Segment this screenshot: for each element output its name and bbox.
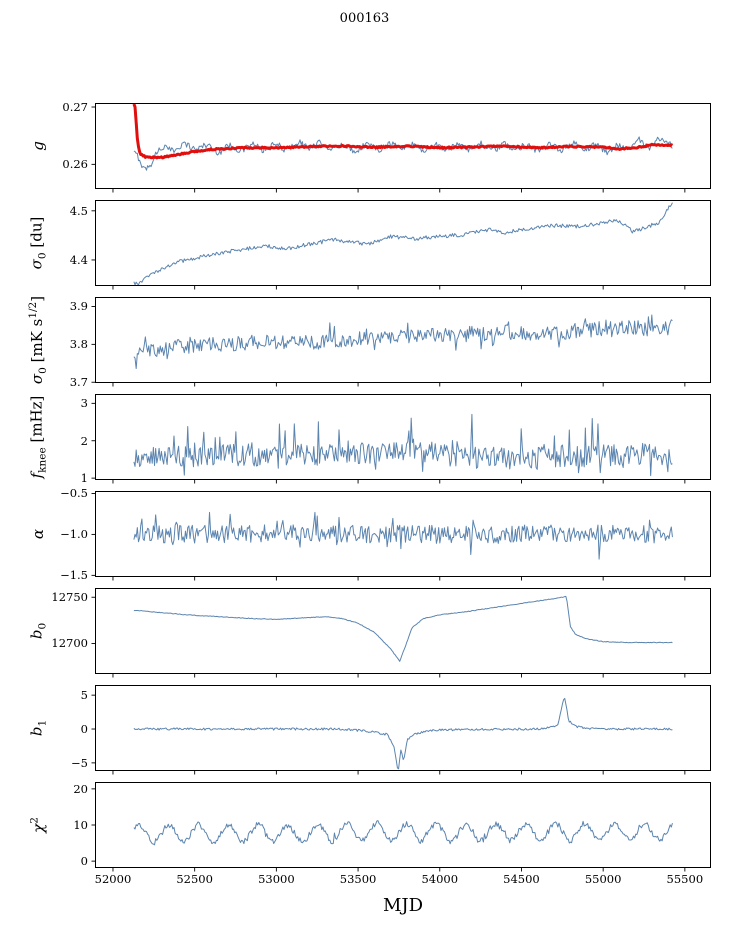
axes-frame (95, 297, 711, 383)
y-tick-label: 0 (80, 854, 88, 869)
x-tick-label: 55500 (666, 872, 704, 886)
x-tick-label: 52000 (94, 872, 132, 886)
y-axis-label-part: [du] (27, 216, 46, 253)
y-axis-label-part: 0 (37, 367, 49, 374)
axes-frame (95, 782, 711, 868)
y-tick-label: −1.0 (60, 527, 88, 542)
chart-title: 000163 (339, 11, 390, 26)
panel-b0: b0 12700 12750 (0, 588, 729, 678)
y-tick-label: 5 (80, 688, 88, 703)
y-axis-label-part: knee (36, 447, 49, 473)
y-axis-label-g: g (29, 141, 47, 151)
y-tick-label: 4.5 (69, 203, 88, 218)
panel-sigma0-mks: σ0 [mK s1/2] 3.7 3.8 3.9 (0, 296, 729, 389)
y-tick-label: 3.9 (69, 299, 88, 314)
y-tick-label: 10 (73, 818, 88, 832)
series-g-raw (133, 136, 673, 171)
series-sigma0-mks (133, 314, 673, 370)
x-tick-label: 52500 (176, 872, 213, 886)
panel-alpha-plot (91, 491, 711, 581)
y-tick-label: 2 (80, 433, 88, 448)
series-fknee (133, 413, 673, 477)
x-tick-label: 54000 (421, 872, 459, 886)
x-tick-label: 53000 (258, 872, 295, 886)
y-tick-label: 3.7 (69, 375, 88, 390)
y-tick-label: 4.4 (69, 252, 88, 267)
panel-b1: b1 −5 0 5 (0, 685, 729, 775)
x-tick-label: 55000 (584, 872, 622, 886)
axes-frame (95, 394, 711, 480)
y-tick-label: 0.27 (62, 100, 88, 115)
series-g-smoothed (132, 103, 674, 160)
x-tick-labels: 52000 52500 53000 53500 54000 54500 55000 55500 (0, 872, 729, 888)
y-tick-label: −5 (71, 755, 88, 770)
series-chi2 (133, 820, 673, 846)
y-tick-label: 1 (80, 471, 88, 486)
series-b1 (133, 697, 673, 770)
axes-frame (95, 588, 711, 674)
y-tick-label: 3 (80, 396, 88, 411)
series-alpha (133, 511, 673, 560)
panel-g-plot (91, 103, 711, 193)
series-sigma0-du (133, 202, 673, 286)
axes-frame (95, 200, 711, 286)
y-axis-label-part: g (29, 141, 47, 151)
y-tick-label: 12750 (51, 590, 88, 605)
y-tick-label: 12700 (51, 636, 88, 651)
panel-g: g 0.26 0.27 (0, 100, 729, 193)
y-tick-label: 20 (73, 781, 88, 796)
x-tick-label: 53500 (339, 872, 377, 886)
panel-fknee-plot (91, 394, 711, 484)
panel-b0-plot (91, 588, 711, 678)
panel-fknee: fknee [mHz] 1 2 3 (0, 394, 729, 485)
axes-frame (95, 491, 711, 577)
y-tick-label: 0 (80, 722, 88, 737)
x-tick-label: 54500 (503, 872, 540, 886)
y-tick-label: 3.8 (69, 337, 88, 352)
panel-chi2-plot (91, 782, 711, 872)
panel-chi2: χ2 0 10 20 (0, 781, 729, 872)
panels: g 0.26 0.27 σ0 [du] 4.4 4.5 σ0 [mK s1/2] 3.7 3.8… (0, 100, 729, 879)
axes-frame (95, 685, 711, 771)
series-b0 (133, 595, 673, 662)
y-tick-label: 0.26 (62, 157, 88, 172)
y-tick-label: −0.5 (60, 486, 88, 501)
axes-frame (95, 103, 711, 189)
panel-sigma0-mks-plot (91, 297, 711, 387)
y-tick-label: −1.5 (60, 568, 88, 583)
panel-alpha: α −1.5 −1.0 −0.5 (0, 486, 729, 582)
panel-sigma0-du: σ0 [du] 4.4 4.5 (0, 200, 729, 290)
x-axis-label: MJD (382, 895, 424, 916)
y-axis-label-part: 0 (36, 622, 49, 630)
panel-sigma0-du-plot (91, 200, 711, 290)
panel-b1-plot (91, 685, 711, 775)
